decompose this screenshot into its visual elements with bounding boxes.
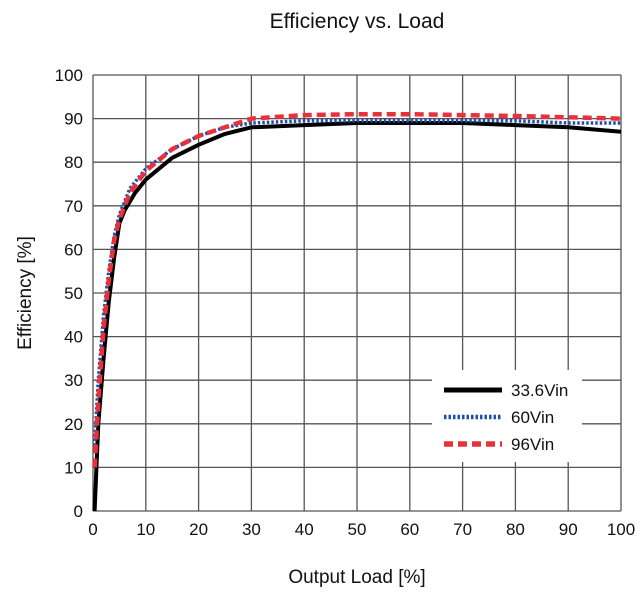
legend-background: [432, 370, 582, 462]
y-tick-label: 80: [64, 153, 83, 172]
x-tick-label: 20: [189, 520, 208, 539]
legend-label: 60Vin: [511, 408, 554, 427]
x-tick-label: 100: [607, 520, 635, 539]
y-tick-label: 50: [64, 284, 83, 303]
x-tick-label: 40: [295, 520, 314, 539]
y-tick-label: 60: [64, 240, 83, 259]
y-tick-label: 100: [55, 66, 83, 85]
x-tick-label: 70: [453, 520, 472, 539]
x-axis-label: Output Load [%]: [288, 567, 425, 588]
series-line-96vin: [92, 111, 622, 468]
y-tick-label: 70: [64, 197, 83, 216]
chart-title: Efficiency vs. Load: [270, 10, 445, 33]
y-tick-label: 90: [64, 110, 83, 129]
y-tick-label: 20: [64, 415, 83, 434]
legend: 33.6Vin 60Vin 96Vin: [432, 370, 582, 462]
series-line-33.6vin: [92, 121, 622, 512]
legend-label: 96Vin: [511, 435, 554, 454]
y-tick-label: 40: [64, 328, 83, 347]
x-tick-label: 0: [88, 520, 97, 539]
x-tick-label: 60: [400, 520, 419, 539]
y-tick-label: 30: [64, 371, 83, 390]
x-tick-label: 30: [242, 520, 261, 539]
y-axis-label: Efficiency [%]: [15, 236, 36, 350]
y-tick-label: 0: [74, 502, 83, 521]
y-tick-label: 10: [64, 458, 83, 477]
x-tick-label: 80: [506, 520, 525, 539]
legend-label: 33.6Vin: [511, 381, 568, 400]
x-tick-label: 50: [348, 520, 367, 539]
x-tick-label: 90: [559, 520, 578, 539]
x-tick-label: 10: [136, 520, 155, 539]
